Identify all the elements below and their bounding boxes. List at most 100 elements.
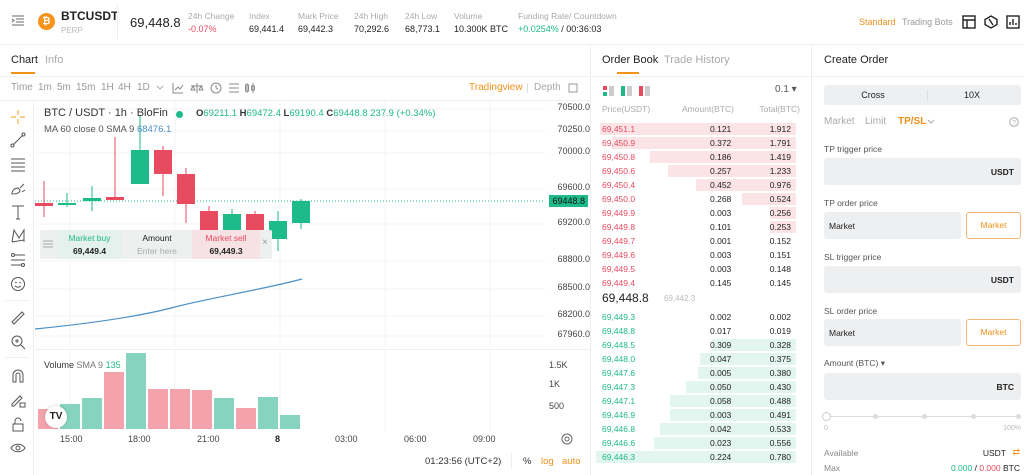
asks-row[interactable]: 69,450.0 0.268 0.524 [592,192,802,206]
price-chart[interactable]: BTC / USDT · 1h · BloFin O69211.1 H69472… [35,101,590,475]
interval-4h[interactable]: 4H [118,82,131,93]
tradingview-logo-icon[interactable]: TV [45,406,67,428]
bids-row[interactable]: 69,447.6 0.005 0.380 [592,366,802,380]
indicator-chart-icon[interactable] [172,82,184,94]
order-type-market[interactable]: Market [824,116,855,127]
sl-market-button[interactable]: Market [966,319,1021,346]
view-tradingview[interactable]: Tradingview [469,82,523,93]
interval-15m[interactable]: 15m [76,82,96,93]
asks-row[interactable]: 69,450.9 0.372 1.791 [592,136,802,150]
book-bids-icon[interactable] [621,86,633,96]
market-sell-button[interactable]: Market sell 69,449.3 [192,230,260,259]
clock-icon[interactable] [210,82,222,94]
asks-row[interactable]: 69,449.9 0.003 0.256 [592,206,802,220]
margin-mode-button[interactable]: Cross [861,90,885,100]
interval-1d[interactable]: 1D [137,82,150,93]
book-both-icon[interactable] [603,86,615,96]
transfer-icon[interactable]: ⇄ [1012,447,1020,457]
precision-select[interactable]: 0.1 ▾ [775,84,797,95]
order-type-tpsl[interactable]: TP/SL [898,116,927,127]
asks-row[interactable]: 69,449.4 0.145 0.145 [592,276,802,290]
amount-input[interactable]: Amount Enter here [137,233,177,256]
sl-order-input[interactable]: Market [824,319,961,346]
bids-row[interactable]: 69,446.3 0.224 0.780 [592,450,802,464]
settings-hex-icon[interactable] [984,15,998,29]
percent-toggle[interactable]: % [523,456,532,467]
book-asks-icon[interactable] [639,86,651,96]
asks-row[interactable]: 69,449.8 0.101 0.253 [592,220,802,234]
sl-trigger-input[interactable]: USDT [824,266,1021,293]
drag-handle-icon[interactable] [43,240,53,248]
mode-standard[interactable]: Standard [859,17,896,27]
compare-icon[interactable] [190,82,204,94]
menu-icon[interactable] [11,15,25,27]
symbol-name[interactable]: BTCUSDT [61,9,119,23]
view-depth[interactable]: Depth [534,82,561,93]
amount-slider[interactable] [822,412,1021,422]
help-icon[interactable]: ? [1009,117,1019,127]
amount-unit-select[interactable]: Amount (BTC) ▾ [824,358,885,368]
report-icon[interactable] [1006,15,1020,29]
tab-order-book[interactable]: Order Book [602,54,659,66]
ruler-icon[interactable] [10,310,26,326]
log-toggle[interactable]: log [541,456,554,467]
interval-1m[interactable]: 1m [38,82,52,93]
tp-trigger-input[interactable]: USDT [824,158,1021,185]
bids-row[interactable]: 69,446.9 0.003 0.491 [592,408,802,422]
emoji-icon[interactable] [10,276,26,292]
time-axis[interactable]: 15:00 18:00 21:00 8 03:00 06:00 09:00 [35,432,590,448]
interval-1h[interactable]: 1H [101,82,114,93]
parallel-lines-icon[interactable] [10,156,26,172]
bids-row[interactable]: 69,447.1 0.058 0.488 [592,394,802,408]
tp-market-button[interactable]: Market [966,212,1021,239]
asks-row[interactable]: 69,449.6 0.003 0.151 [592,248,802,262]
chart-settings-icon[interactable] [561,433,573,445]
bids-row[interactable]: 69,446.8 0.042 0.533 [592,422,802,436]
zoom-in-icon[interactable] [10,334,26,350]
asks-row[interactable]: 69,449.7 0.001 0.152 [592,234,802,248]
price-axis[interactable]: 70500.0 70250.0 70000.0 69600.0 69448.8 … [545,101,590,346]
crosshair-icon[interactable] [10,109,26,125]
bids-row[interactable]: 69,446.6 0.023 0.556 [592,436,802,450]
fullscreen-icon[interactable] [568,83,578,93]
mode-trading-bots[interactable]: Trading Bots [902,17,953,27]
bids-row[interactable]: 69,448.8 0.017 0.019 [592,324,802,338]
lock-drawing-icon[interactable] [10,392,26,408]
tp-order-input[interactable]: Market [824,212,961,239]
pattern-icon[interactable] [10,228,26,244]
interval-time[interactable]: Time [11,82,33,93]
order-type-limit[interactable]: Limit [865,116,887,127]
bids-row[interactable]: 69,448.5 0.309 0.328 [592,338,802,352]
bids-row[interactable]: 69,448.0 0.047 0.375 [592,352,802,366]
trend-line-icon[interactable] [10,132,26,148]
text-tool-icon[interactable] [10,204,26,220]
candle-type-icon[interactable] [244,82,256,94]
slider-handle[interactable] [822,412,831,421]
magnet-icon[interactable] [10,368,26,384]
tab-trade-history[interactable]: Trade History [664,54,730,66]
layout-icon[interactable] [962,15,976,29]
fib-icon[interactable] [10,252,26,268]
market-buy-button[interactable]: Market buy 69,449.4 [57,230,122,259]
bids-row[interactable]: 69,449.3 0.002 0.002 [592,310,802,324]
auto-toggle[interactable]: auto [562,456,581,467]
chart-time-zone[interactable]: 01:23:56 (UTC+2) [425,456,502,467]
amount-input[interactable]: BTC [824,373,1021,400]
leverage-button[interactable]: 10X [963,90,980,100]
chevron-down-icon[interactable] [156,85,164,91]
list-icon[interactable] [228,82,240,94]
asks-row[interactable]: 69,450.4 0.452 0.976 [592,178,802,192]
unlock-icon[interactable] [10,416,26,432]
bids-row[interactable]: 69,447.3 0.050 0.430 [592,380,802,394]
visibility-icon[interactable] [10,440,26,456]
chevron-down-icon[interactable] [927,119,935,125]
asks-row[interactable]: 69,450.6 0.257 1.233 [592,164,802,178]
asks-row[interactable]: 69,449.5 0.003 0.148 [592,262,802,276]
interval-5m[interactable]: 5m [57,82,71,93]
tab-info[interactable]: Info [45,54,64,66]
tab-chart[interactable]: Chart [11,54,38,66]
asks-row[interactable]: 69,451.1 0.121 1.912 [592,122,802,136]
close-icon[interactable]: × [262,237,268,248]
brush-icon[interactable] [10,180,26,196]
asks-row[interactable]: 69,450.8 0.186 1.419 [592,150,802,164]
